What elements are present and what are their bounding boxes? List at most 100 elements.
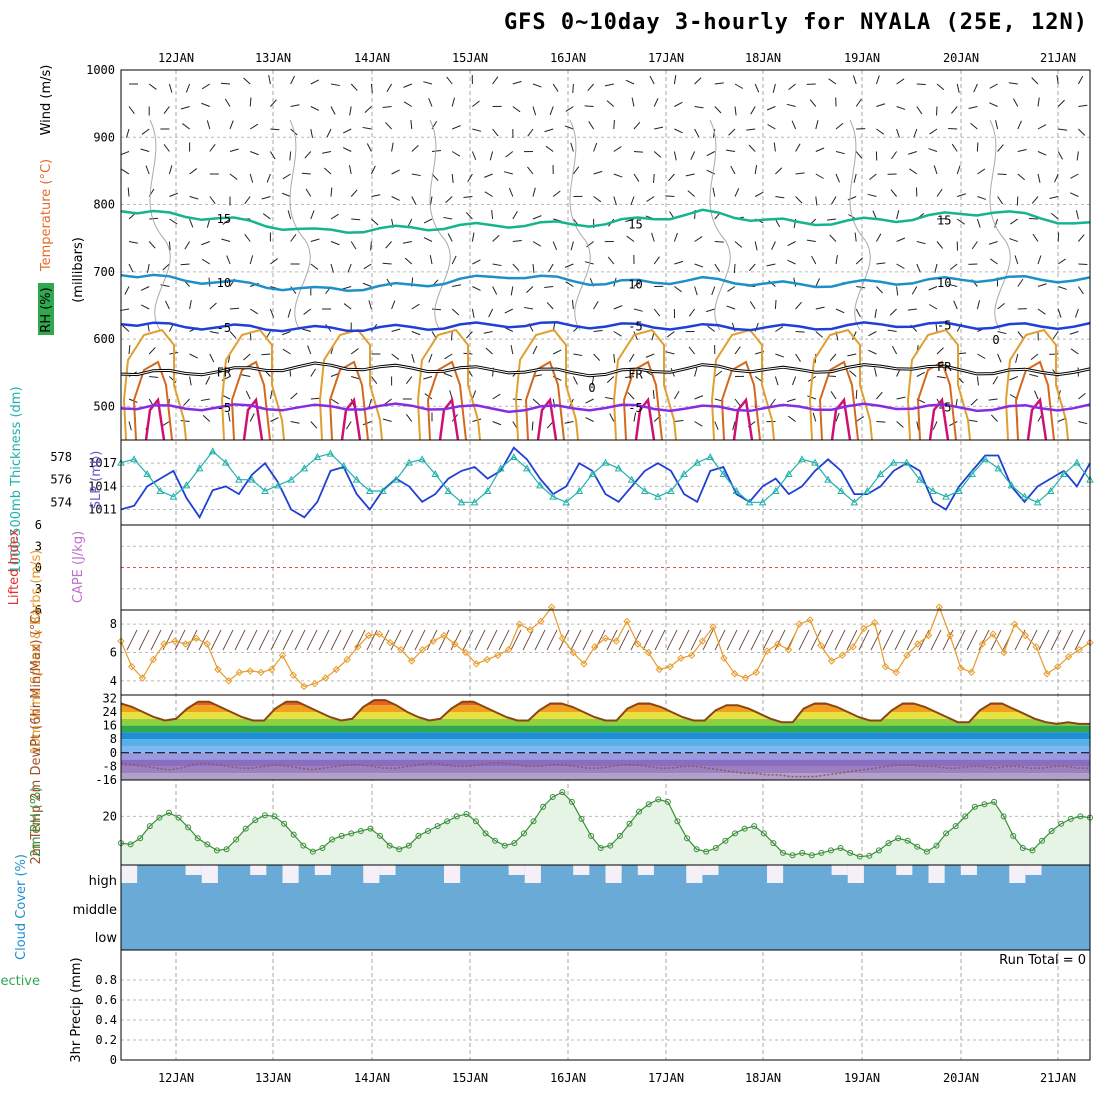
- rh-contour-outer: [710, 328, 775, 441]
- wind-barb: [685, 173, 695, 177]
- wind-barb: [391, 169, 400, 175]
- date-label-bottom: 12JAN: [158, 1071, 194, 1085]
- surface-wind-barb: [210, 629, 222, 651]
- temperature-contour: [120, 362, 1091, 377]
- rh-point: [703, 848, 710, 855]
- contour-label: 10: [937, 276, 951, 290]
- wind-barb: [428, 353, 433, 363]
- wind-speed-line: [120, 605, 1091, 688]
- wind-barb: [896, 106, 906, 110]
- surface-wind-barb: [174, 629, 186, 651]
- wind-barb: [310, 210, 315, 220]
- wind-barb: [180, 263, 190, 266]
- wind-barb: [423, 237, 433, 242]
- wind-speed-point: [752, 668, 760, 677]
- wind-barb: [714, 82, 724, 85]
- temp-tick: 0: [110, 746, 117, 760]
- thickness-point: [536, 481, 544, 489]
- wind-speed-point: [666, 662, 674, 671]
- thickness-point: [261, 486, 269, 494]
- wind-barb: [201, 241, 210, 246]
- wind-barb: [512, 398, 522, 401]
- wind-barb: [874, 308, 877, 318]
- rh-point: [338, 832, 345, 839]
- wind-barb: [867, 193, 877, 197]
- wind-barb: [180, 106, 190, 110]
- wind-barb: [630, 196, 635, 206]
- wind-barb: [564, 421, 574, 424]
- wind-barb: [545, 145, 554, 152]
- wind-speed-point: [364, 631, 373, 640]
- wind-barb: [290, 421, 300, 424]
- rh-point: [530, 818, 537, 825]
- rh-point: [885, 840, 892, 847]
- wind-speed-point: [483, 655, 491, 664]
- wind-barb: [510, 286, 514, 296]
- rh-point: [185, 824, 192, 831]
- wind-barb: [386, 278, 393, 287]
- rh-contour-mid: [524, 360, 565, 441]
- date-label-bottom: 21JAN: [1040, 1071, 1076, 1085]
- thickness-point: [130, 455, 138, 463]
- contour-label: 0: [588, 381, 595, 395]
- wind-barb: [229, 173, 238, 180]
- wind-barb: [564, 125, 574, 130]
- rh-point: [1077, 813, 1084, 820]
- wind-barb: [992, 376, 999, 385]
- wind-barb: [222, 218, 231, 225]
- thickness-point: [588, 469, 597, 477]
- rh-point: [779, 849, 786, 856]
- wind-barb: [649, 75, 655, 85]
- cloud-gap: [1009, 865, 1026, 883]
- wind-barb: [726, 305, 736, 310]
- thickness-tick: 576: [50, 473, 72, 487]
- wind-barb: [875, 233, 882, 242]
- surface-wind-barb: [258, 629, 270, 651]
- date-label-top: 13JAN: [255, 51, 291, 65]
- wind-barb: [896, 396, 906, 400]
- thickness-point: [235, 475, 243, 483]
- wind-barb: [290, 104, 300, 107]
- wind-barb: [714, 421, 719, 431]
- wind-barb: [997, 353, 1002, 363]
- rh-point: [856, 853, 863, 860]
- thickness-point: [994, 464, 1003, 472]
- wind-barb: [407, 218, 413, 228]
- wind-barb: [266, 173, 271, 183]
- wind-barb: [973, 83, 978, 93]
- precip-tick: 0: [110, 1053, 117, 1067]
- surface-wind-barb: [126, 629, 138, 651]
- wind-barb: [653, 173, 655, 184]
- wind-barb: [403, 83, 412, 88]
- wind-barb: [1017, 278, 1024, 287]
- wind-barb: [492, 286, 498, 295]
- wind-barb: [976, 300, 981, 310]
- wind-barb: [827, 218, 837, 221]
- wind-speed-point: [440, 631, 448, 640]
- cloud-gap: [314, 865, 331, 875]
- thickness-point: [379, 486, 387, 494]
- surface-wind-barb: [906, 629, 918, 651]
- wind-barb: [593, 301, 599, 310]
- wind-barb: [443, 372, 453, 377]
- wind-barb: [532, 106, 537, 116]
- wind-barb: [572, 166, 580, 175]
- wind-speed-point: [515, 620, 524, 628]
- wind-speed-point: [1032, 643, 1040, 651]
- wind-barb: [775, 353, 785, 358]
- wind-barb: [815, 196, 818, 206]
- wind-barb: [206, 218, 211, 228]
- wind-barb: [995, 120, 999, 130]
- wind-barb: [1077, 75, 1084, 85]
- wind-barb: [189, 218, 194, 228]
- pressure-axis-label: (millibars): [71, 237, 86, 303]
- wind-barb: [189, 168, 198, 175]
- surface-wind-barb: [1050, 629, 1062, 651]
- wind-barb: [932, 421, 938, 430]
- rh-point: [492, 837, 499, 844]
- cloud-contour: [429, 119, 451, 331]
- rh-point: [971, 803, 978, 810]
- cloud-gap: [379, 865, 396, 875]
- rh-point: [348, 830, 355, 837]
- rh-contour-outer: [122, 328, 187, 441]
